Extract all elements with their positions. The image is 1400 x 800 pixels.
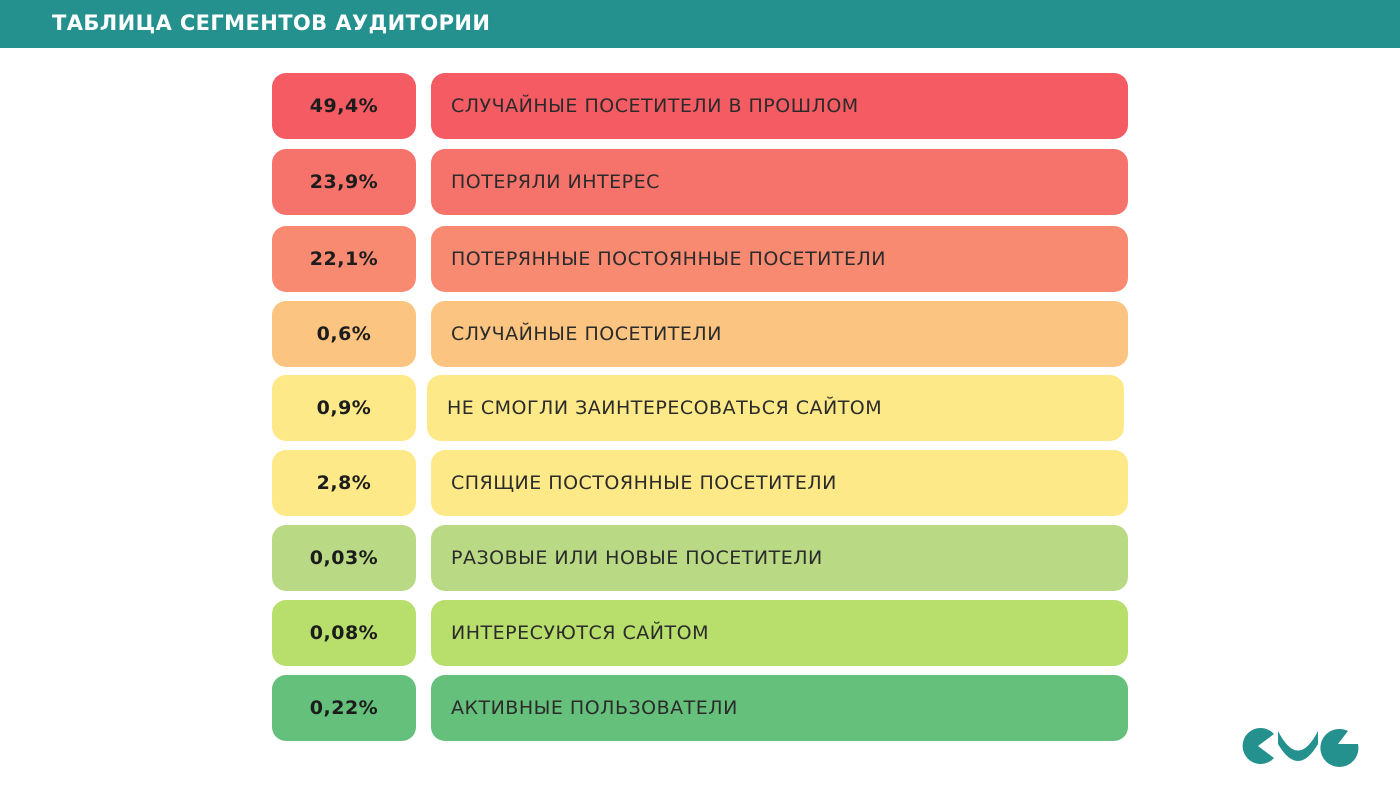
segment-value-cell: 49,4%: [272, 73, 416, 139]
segment-value: 0,08%: [309, 622, 379, 644]
segment-label-cell: СПЯЩИЕ ПОСТОЯННЫЕ ПОСЕТИТЕЛИ: [431, 450, 1128, 516]
segment-value: 0,6%: [316, 323, 372, 345]
segment-value: 22,1%: [309, 248, 379, 270]
segment-value-cell: 0,08%: [272, 600, 416, 666]
segment-label-cell: СЛУЧАЙНЫЕ ПОСЕТИТЕЛИ В ПРОШЛОМ: [431, 73, 1128, 139]
segment-label: АКТИВНЫЕ ПОЛЬЗОВАТЕЛИ: [451, 697, 738, 719]
segment-label: РАЗОВЫЕ ИЛИ НОВЫЕ ПОСЕТИТЕЛИ: [451, 547, 823, 569]
brand-logo-icon: [1242, 728, 1359, 767]
segment-value-cell: 22,1%: [272, 226, 416, 292]
segment-label: ИНТЕРЕСУЮТСЯ САЙТОМ: [451, 622, 709, 644]
segment-value: 2,8%: [316, 472, 372, 494]
segment-label: НЕ СМОГЛИ ЗАИНТЕРЕСОВАТЬСЯ САЙТОМ: [447, 397, 883, 419]
segment-label-cell: РАЗОВЫЕ ИЛИ НОВЫЕ ПОСЕТИТЕЛИ: [431, 525, 1128, 591]
segment-label-cell: ПОТЕРЯННЫЕ ПОСТОЯННЫЕ ПОСЕТИТЕЛИ: [431, 226, 1128, 292]
segment-value-cell: 2,8%: [272, 450, 416, 516]
segment-value-cell: 0,6%: [272, 301, 416, 367]
segment-value-cell: 23,9%: [272, 149, 416, 215]
segment-label-cell: СЛУЧАЙНЫЕ ПОСЕТИТЕЛИ: [431, 301, 1128, 367]
segment-value: 49,4%: [309, 95, 379, 117]
segment-label: ПОТЕРЯННЫЕ ПОСТОЯННЫЕ ПОСЕТИТЕЛИ: [451, 248, 886, 270]
segment-value-cell: 0,9%: [272, 375, 416, 441]
header-bar: ТАБЛИЦА СЕГМЕНТОВ АУДИТОРИИ: [0, 0, 1400, 48]
segment-label-cell: АКТИВНЫЕ ПОЛЬЗОВАТЕЛИ: [431, 675, 1128, 741]
segment-value: 0,9%: [316, 397, 372, 419]
page-title: ТАБЛИЦА СЕГМЕНТОВ АУДИТОРИИ: [52, 11, 491, 35]
segment-value: 0,22%: [309, 697, 379, 719]
segment-value: 23,9%: [309, 171, 379, 193]
segment-label-cell: НЕ СМОГЛИ ЗАИНТЕРЕСОВАТЬСЯ САЙТОМ: [427, 375, 1124, 441]
segment-value-cell: 0,22%: [272, 675, 416, 741]
segment-label-cell: ИНТЕРЕСУЮТСЯ САЙТОМ: [431, 600, 1128, 666]
segment-label: СПЯЩИЕ ПОСТОЯННЫЕ ПОСЕТИТЕЛИ: [451, 472, 837, 494]
segment-label: СЛУЧАЙНЫЕ ПОСЕТИТЕЛИ: [451, 323, 722, 345]
segment-label: СЛУЧАЙНЫЕ ПОСЕТИТЕЛИ В ПРОШЛОМ: [451, 95, 859, 117]
segment-label: ПОТЕРЯЛИ ИНТЕРЕС: [451, 171, 660, 193]
segment-label-cell: ПОТЕРЯЛИ ИНТЕРЕС: [431, 149, 1128, 215]
segment-value: 0,03%: [309, 547, 379, 569]
segment-value-cell: 0,03%: [272, 525, 416, 591]
